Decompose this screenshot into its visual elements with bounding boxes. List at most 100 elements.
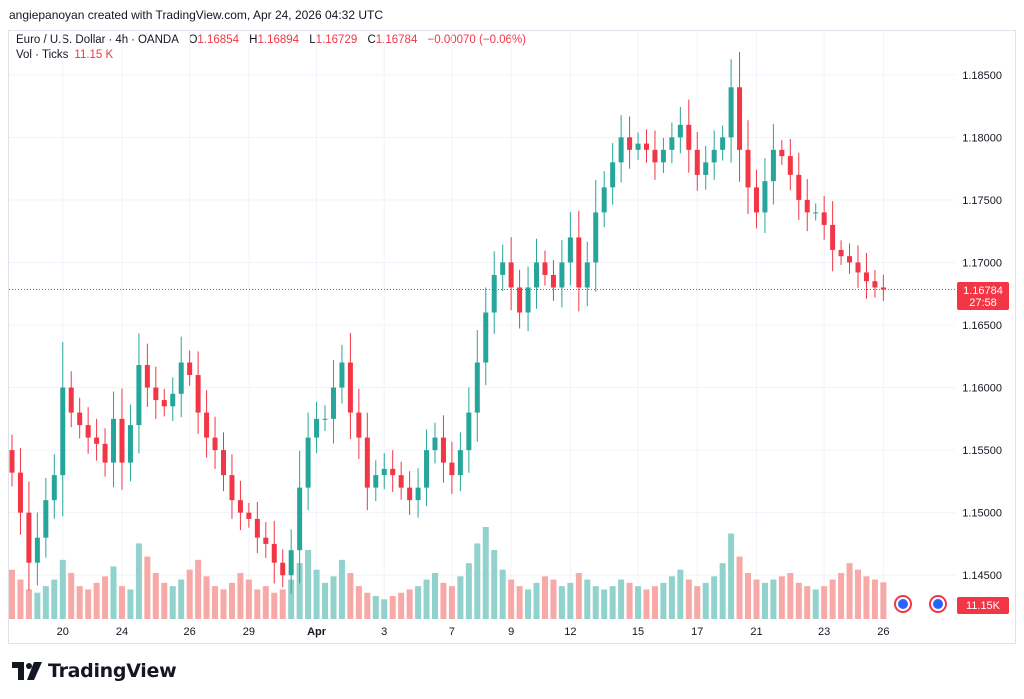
volume-bar xyxy=(102,576,109,619)
open-value: 1.16854 xyxy=(197,34,239,46)
candle-body xyxy=(280,562,286,576)
candle-body xyxy=(449,462,455,476)
candle-body xyxy=(753,187,759,213)
candle-body xyxy=(119,418,125,463)
volume-bar xyxy=(313,569,320,619)
tradingview-logo-text: TradingView xyxy=(48,660,177,682)
high-value: 1.16894 xyxy=(257,34,300,46)
volume-bar xyxy=(254,589,261,619)
candle-body xyxy=(745,149,751,188)
volume-bar xyxy=(85,589,92,619)
candle-body xyxy=(85,425,91,438)
y-tick-label: 1.18000 xyxy=(962,132,1002,144)
volume-bar xyxy=(609,586,616,619)
volume-bar xyxy=(127,589,134,619)
open-key: O xyxy=(188,34,198,46)
low-value: 1.16729 xyxy=(315,34,358,46)
candle-body xyxy=(178,362,184,394)
volume-bar xyxy=(753,579,760,619)
candle-body xyxy=(398,475,404,488)
volume-bar xyxy=(719,563,726,619)
candle-body xyxy=(407,487,413,501)
volume-bar xyxy=(482,527,489,619)
volume-label[interactable]: Vol · Ticks xyxy=(16,49,69,61)
candle-body xyxy=(127,425,133,463)
candle-body xyxy=(711,149,717,163)
volume-bar xyxy=(533,582,540,619)
candle-body xyxy=(483,312,489,363)
candle-body xyxy=(77,412,83,426)
price-axis[interactable]: 1.18500 1.18000 1.17500 1.17000 1.16500 1.160… xyxy=(962,70,1002,582)
candle-body xyxy=(660,149,666,163)
volume-bar xyxy=(846,563,853,619)
volume-bar xyxy=(296,563,303,619)
countdown-label: 27:58 xyxy=(969,297,997,309)
candle-body xyxy=(830,224,836,250)
candle-body xyxy=(288,550,294,576)
volume-value: 11.15 K xyxy=(74,49,114,61)
volume-bar xyxy=(525,589,532,619)
volume-bar xyxy=(440,582,447,619)
candle-body xyxy=(195,375,201,413)
symbol-name[interactable]: Euro / U.S. Dollar xyxy=(16,34,106,46)
volume-bar xyxy=(711,576,718,619)
volume-axis-label: 11.15K xyxy=(966,600,1001,612)
candle-body xyxy=(432,437,438,451)
y-tick-label: 1.18500 xyxy=(962,70,1002,82)
candle-body xyxy=(161,400,167,407)
candle-body xyxy=(212,437,218,451)
candle-body xyxy=(111,418,117,463)
volume-bar xyxy=(406,589,413,619)
x-tick-label: 24 xyxy=(116,626,128,638)
volume-legend: Vol · Ticks 11.15 K xyxy=(16,49,113,61)
candle-body xyxy=(847,256,853,263)
volume-bar xyxy=(169,586,176,619)
volume-bar xyxy=(499,569,506,619)
volume-bar xyxy=(736,556,743,619)
time-axis[interactable]: 20 24 26 29 Apr 3 7 9 12 15 17 21 23 26 xyxy=(57,626,890,638)
candle-body xyxy=(728,87,734,138)
candle-body xyxy=(618,137,624,163)
volume-bar xyxy=(161,582,168,619)
x-tick-label: 29 xyxy=(243,626,255,638)
candle-body xyxy=(703,162,709,175)
volume-bar xyxy=(745,573,752,619)
volume-bar xyxy=(195,559,202,619)
volume-bar xyxy=(76,586,83,619)
x-tick-label: 23 xyxy=(818,626,830,638)
candle-body xyxy=(322,418,328,420)
high-key: H xyxy=(249,34,258,46)
candle-body xyxy=(229,475,235,501)
candle-body xyxy=(26,512,32,563)
candle-body xyxy=(170,393,176,407)
volume-bar xyxy=(423,579,430,619)
candle-body xyxy=(263,537,269,544)
volume-bar xyxy=(338,559,345,619)
volume-bar xyxy=(541,576,548,619)
candle-body xyxy=(804,199,810,213)
chart-frame xyxy=(8,30,1016,644)
close-value: 1.16784 xyxy=(375,34,418,46)
volume-bar xyxy=(584,579,591,619)
volume-bar xyxy=(381,599,388,619)
candle-body xyxy=(872,281,878,288)
volume-bar xyxy=(237,573,244,619)
volume-bar xyxy=(660,582,667,619)
volume-bar xyxy=(829,579,836,619)
candle-body xyxy=(559,262,565,288)
candle-body xyxy=(525,287,531,313)
close-key: C xyxy=(367,34,376,46)
grid xyxy=(9,31,955,619)
candle-body xyxy=(770,149,776,182)
volume-bar xyxy=(626,582,633,619)
candle-body xyxy=(737,87,743,150)
candle-body xyxy=(390,468,396,476)
volume-bar xyxy=(415,586,422,619)
volume-bar xyxy=(144,556,151,619)
volume-bar xyxy=(347,573,354,619)
volume-bar xyxy=(364,592,371,619)
tradingview-logo[interactable]: TradingView xyxy=(12,660,177,682)
volume-bar xyxy=(685,579,692,619)
last-price-label: 1.16784 xyxy=(963,285,1003,297)
